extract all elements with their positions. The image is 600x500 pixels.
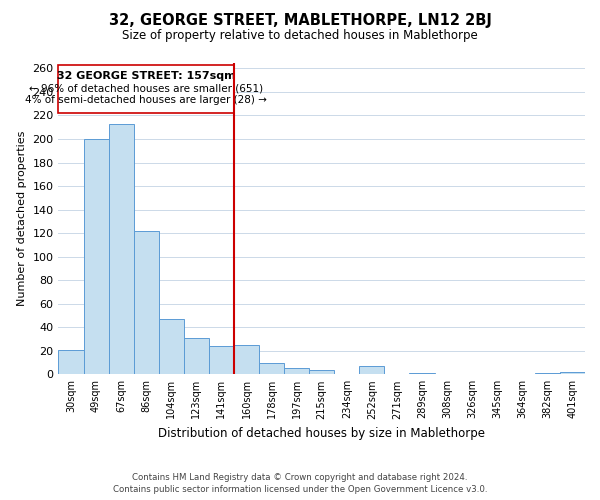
Bar bbox=[184, 338, 209, 374]
Bar bbox=[409, 373, 434, 374]
FancyBboxPatch shape bbox=[58, 65, 234, 113]
Bar bbox=[209, 346, 234, 374]
Bar bbox=[560, 372, 585, 374]
Bar bbox=[284, 368, 309, 374]
Bar bbox=[234, 345, 259, 374]
Bar bbox=[134, 231, 159, 374]
Text: 32, GEORGE STREET, MABLETHORPE, LN12 2BJ: 32, GEORGE STREET, MABLETHORPE, LN12 2BJ bbox=[109, 12, 491, 28]
Bar bbox=[109, 124, 134, 374]
Bar bbox=[259, 362, 284, 374]
Bar bbox=[159, 319, 184, 374]
Text: 4% of semi-detached houses are larger (28) →: 4% of semi-detached houses are larger (2… bbox=[25, 96, 267, 106]
Text: ← 96% of detached houses are smaller (651): ← 96% of detached houses are smaller (65… bbox=[29, 84, 263, 94]
Bar bbox=[83, 139, 109, 374]
Bar bbox=[309, 370, 334, 374]
Bar bbox=[535, 373, 560, 374]
X-axis label: Distribution of detached houses by size in Mablethorpe: Distribution of detached houses by size … bbox=[158, 427, 485, 440]
Text: 32 GEORGE STREET: 157sqm: 32 GEORGE STREET: 157sqm bbox=[57, 70, 236, 81]
Y-axis label: Number of detached properties: Number of detached properties bbox=[17, 130, 27, 306]
Text: Size of property relative to detached houses in Mablethorpe: Size of property relative to detached ho… bbox=[122, 29, 478, 42]
Bar bbox=[359, 366, 385, 374]
Text: Contains HM Land Registry data © Crown copyright and database right 2024.
Contai: Contains HM Land Registry data © Crown c… bbox=[113, 472, 487, 494]
Bar bbox=[58, 350, 83, 374]
